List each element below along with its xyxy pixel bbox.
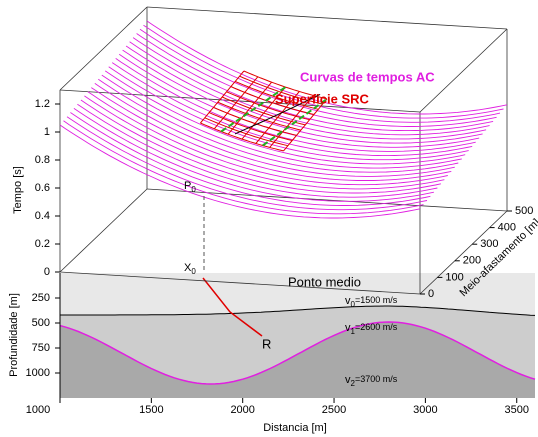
y-tick-label: 100: [445, 271, 463, 283]
y-tick-label: 200: [463, 255, 481, 267]
z-tick-label: 1.2: [35, 98, 50, 110]
z-tick-label: 0.2: [35, 238, 50, 250]
x-tick-label: 3500: [504, 404, 528, 416]
depth-tick-label: 500: [32, 317, 50, 329]
z-tick-label: 0.6: [35, 182, 50, 194]
src-line: [200, 71, 244, 123]
label-main: P: [184, 180, 191, 192]
label-rest: =3700 m/s: [355, 374, 398, 384]
z-axis-label: Tempo [s]: [12, 166, 24, 214]
x-tick-label: 3000: [413, 404, 437, 416]
traveltime-curve: [130, 42, 490, 135]
depth-tick-label: 250: [32, 292, 50, 304]
label-sub: 0: [191, 267, 196, 276]
x-tick-label: 2000: [230, 404, 254, 416]
box-edge: [60, 189, 147, 272]
label-sub: 0: [191, 185, 196, 194]
surface-label: Superficie SRC: [275, 91, 370, 106]
curves-label: Curvas de tempos AC: [300, 69, 435, 84]
y-tick-label: 500: [515, 205, 533, 217]
x-tick-label: 2500: [322, 404, 346, 416]
z-tick-label: 0.4: [35, 210, 50, 222]
label-rest: =2600 m/s: [355, 322, 398, 332]
depth-tick-label: 750: [32, 342, 50, 354]
midpoint-label: Ponto medio: [288, 274, 361, 289]
label-rest: =1500 m/s: [355, 295, 398, 305]
z-tick-label: 1: [44, 126, 50, 138]
box-edge: [60, 7, 147, 90]
depth-axis-label: Profundidade [m]: [8, 293, 20, 377]
x-tick-label: 1500: [139, 404, 163, 416]
r-label: R: [262, 336, 271, 351]
src-line: [284, 99, 328, 151]
depth-tick-label: 1000: [26, 367, 50, 379]
y-tick-label: 400: [498, 222, 516, 234]
z-tick-label: 0.8: [35, 154, 50, 166]
y-tick-label: 0: [428, 288, 434, 300]
z-tick-label: 0: [44, 266, 50, 278]
figure: 2505007501000100015002000250030003500 00…: [0, 0, 538, 437]
x-tick-label: 1000: [26, 404, 50, 416]
x-axis-label: Distancia [m]: [263, 422, 327, 434]
box-edge: [147, 7, 507, 29]
y-tick-label: 300: [480, 238, 498, 250]
